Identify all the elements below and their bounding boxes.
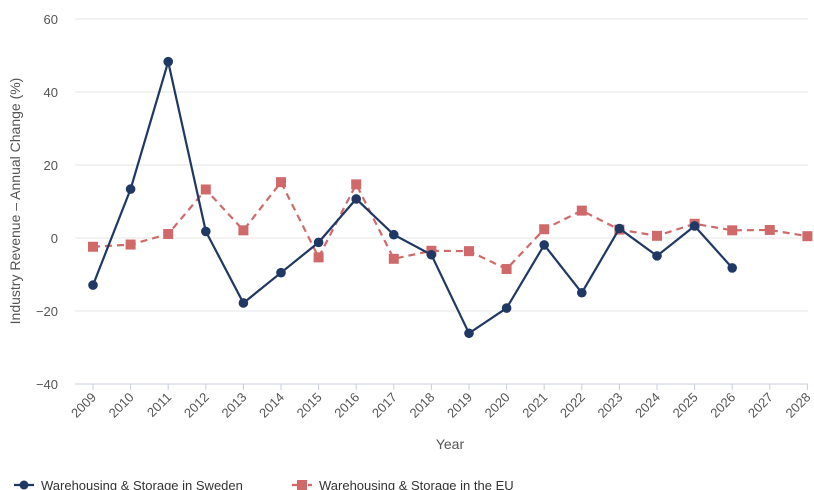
data-point[interactable] (689, 221, 700, 231)
x-axis-ticks: 2009 2010 2011 2012 2013 2014 2015 2016 2017 2018… (68, 384, 814, 421)
x-tick-label: 2026 (707, 390, 738, 421)
legend-marker (297, 480, 307, 490)
data-point[interactable] (652, 230, 662, 241)
legend-marker (19, 480, 29, 490)
x-tick-label: 2016 (331, 390, 362, 421)
y-axis-ticks: 60 40 20 0 −20 −40 (36, 12, 58, 392)
legend: Warehousing & Storage in Sweden Warehousi… (14, 478, 514, 490)
data-point[interactable] (539, 240, 549, 250)
x-tick-label: 2011 (144, 390, 174, 420)
data-point[interactable] (501, 264, 512, 275)
data-point[interactable] (276, 267, 286, 278)
y-tick-label: −20 (36, 304, 58, 319)
data-point[interactable] (388, 253, 399, 264)
x-tick-label: 2021 (519, 390, 550, 421)
x-tick-label: 2024 (632, 390, 663, 421)
x-tick-label: 2013 (218, 390, 249, 421)
x-tick-label: 2012 (181, 390, 212, 421)
data-point[interactable] (426, 249, 437, 260)
x-tick-label: 2010 (106, 390, 137, 421)
data-point[interactable] (764, 224, 775, 235)
legend-item-eu[interactable]: Warehousing & Storage in the EU (292, 478, 514, 490)
data-point[interactable] (727, 263, 737, 273)
x-tick-label: 2023 (594, 390, 625, 421)
data-point[interactable] (464, 246, 474, 257)
x-tick-label: 2020 (482, 390, 513, 421)
x-tick-label: 2027 (745, 390, 776, 421)
data-point[interactable] (276, 177, 286, 188)
data-point[interactable] (389, 229, 399, 240)
data-point[interactable] (501, 303, 512, 313)
series-line (91, 61, 734, 335)
data-point[interactable] (88, 241, 98, 252)
x-tick-label: 2017 (369, 390, 400, 421)
data-point[interactable] (125, 239, 136, 250)
series-line (92, 180, 808, 271)
x-tick-label: 2018 (406, 390, 437, 421)
x-tick-label: 2019 (444, 390, 475, 421)
x-tick-label: 2025 (670, 390, 701, 421)
legend-label: Warehousing & Storage in the EU (319, 478, 514, 490)
legend-label: Warehousing & Storage in Sweden (41, 478, 243, 490)
y-tick-label: 60 (44, 12, 58, 27)
x-tick-label: 2015 (294, 390, 325, 421)
data-point[interactable] (88, 280, 98, 290)
y-tick-label: 0 (51, 231, 58, 246)
series-sweden (88, 56, 737, 339)
data-point[interactable] (614, 223, 625, 234)
y-axis-title: Industry Revenue – Annual Change (%) (7, 78, 23, 325)
data-point[interactable] (464, 328, 474, 339)
data-point[interactable] (576, 205, 587, 216)
data-point[interactable] (163, 228, 174, 239)
data-point[interactable] (238, 225, 249, 236)
data-point[interactable] (351, 179, 362, 190)
x-tick-label: 2009 (68, 390, 99, 421)
x-tick-label: 2028 (782, 390, 813, 421)
data-point[interactable] (200, 184, 211, 195)
data-point[interactable] (802, 231, 813, 242)
y-tick-label: −40 (36, 377, 58, 392)
series-layer (88, 56, 813, 339)
data-point[interactable] (313, 237, 324, 248)
data-point[interactable] (125, 184, 136, 194)
x-tick-label: 2014 (256, 390, 287, 421)
legend-item-sweden[interactable]: Warehousing & Storage in Sweden (14, 478, 243, 490)
data-point[interactable] (351, 194, 362, 204)
x-axis-title: Year (436, 436, 465, 452)
data-point[interactable] (238, 298, 249, 308)
data-point[interactable] (727, 225, 738, 236)
data-point[interactable] (652, 251, 662, 261)
data-point[interactable] (163, 56, 173, 67)
data-point[interactable] (577, 287, 587, 298)
y-tick-label: 40 (44, 85, 58, 100)
data-point[interactable] (201, 226, 211, 237)
x-tick-label: 2022 (557, 390, 588, 421)
grid (75, 18, 808, 312)
y-tick-label: 20 (44, 158, 58, 173)
data-point[interactable] (313, 252, 324, 263)
data-point[interactable] (539, 224, 550, 235)
